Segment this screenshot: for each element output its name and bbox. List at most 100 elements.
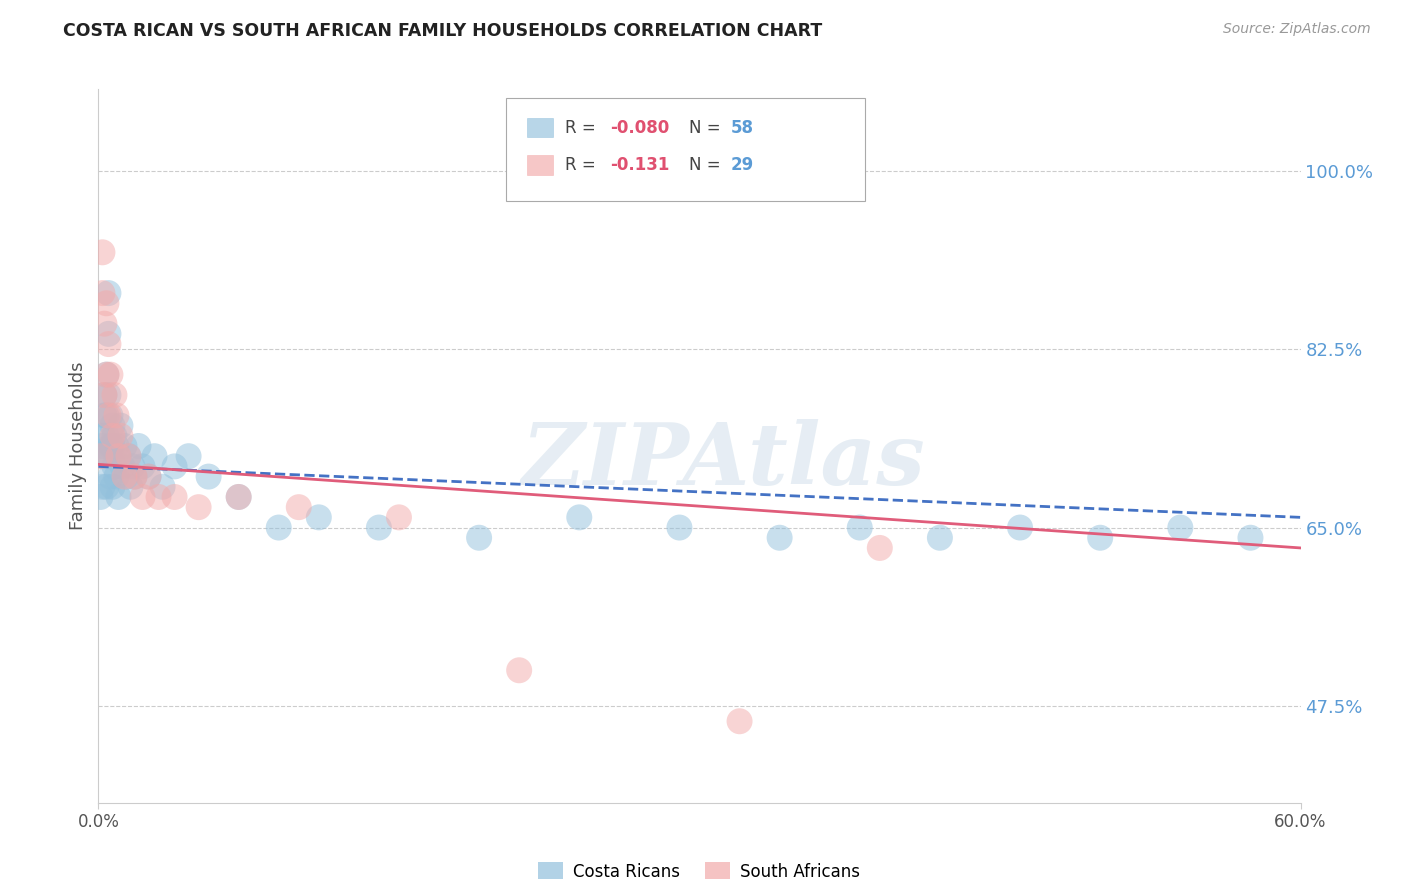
South Africans — [148, 490, 170, 504]
Text: -0.131: -0.131 — [610, 156, 669, 174]
Costa Ricans — [131, 459, 153, 474]
Text: -0.080: -0.080 — [610, 119, 669, 136]
Text: 29: 29 — [731, 156, 755, 174]
South Africans — [288, 500, 311, 515]
Costa Ricans — [124, 469, 146, 483]
South Africans — [91, 245, 114, 260]
Costa Ricans — [163, 459, 186, 474]
Costa Ricans — [96, 429, 118, 443]
South Africans — [107, 449, 129, 463]
Costa Ricans — [152, 480, 174, 494]
South Africans — [187, 500, 209, 515]
Costa Ricans — [93, 409, 115, 423]
Costa Ricans — [368, 520, 391, 534]
Costa Ricans — [849, 520, 872, 534]
Costa Ricans — [267, 520, 290, 534]
Text: COSTA RICAN VS SOUTH AFRICAN FAMILY HOUSEHOLDS CORRELATION CHART: COSTA RICAN VS SOUTH AFRICAN FAMILY HOUS… — [63, 22, 823, 40]
Costa Ricans — [143, 449, 166, 463]
South Africans — [91, 286, 114, 301]
Costa Ricans — [115, 469, 138, 483]
Costa Ricans — [468, 531, 491, 545]
Costa Ricans — [97, 286, 120, 301]
South Africans — [96, 368, 118, 382]
Costa Ricans — [107, 449, 129, 463]
Costa Ricans — [1088, 531, 1111, 545]
Text: 58: 58 — [731, 119, 754, 136]
Costa Ricans — [93, 388, 115, 402]
Legend: Costa Ricans, South Africans: Costa Ricans, South Africans — [531, 855, 868, 888]
Costa Ricans — [668, 520, 690, 534]
Costa Ricans — [101, 480, 124, 494]
Costa Ricans — [91, 439, 114, 453]
Costa Ricans — [101, 439, 124, 453]
Costa Ricans — [110, 418, 132, 433]
Costa Ricans — [197, 469, 219, 483]
South Africans — [93, 317, 115, 331]
Costa Ricans — [105, 439, 128, 453]
Costa Ricans — [103, 459, 125, 474]
Costa Ricans — [228, 490, 250, 504]
South Africans — [97, 409, 120, 423]
South Africans — [117, 449, 139, 463]
South Africans — [131, 490, 153, 504]
South Africans — [96, 296, 118, 310]
Costa Ricans — [96, 368, 118, 382]
Costa Ricans — [97, 388, 120, 402]
Costa Ricans — [568, 510, 591, 524]
Costa Ricans — [177, 449, 200, 463]
Costa Ricans — [929, 531, 952, 545]
Costa Ricans — [89, 449, 111, 463]
South Africans — [138, 469, 160, 483]
Costa Ricans — [103, 429, 125, 443]
South Africans — [728, 714, 751, 729]
South Africans — [228, 490, 250, 504]
Costa Ricans — [91, 480, 114, 494]
Costa Ricans — [97, 449, 120, 463]
South Africans — [93, 388, 115, 402]
Costa Ricans — [96, 480, 118, 494]
Costa Ricans — [138, 469, 160, 483]
Text: N =: N = — [689, 156, 725, 174]
South Africans — [114, 469, 136, 483]
Text: R =: R = — [565, 119, 602, 136]
Costa Ricans — [89, 490, 111, 504]
Text: R =: R = — [565, 156, 606, 174]
Costa Ricans — [93, 449, 115, 463]
South Africans — [388, 510, 411, 524]
Text: N =: N = — [689, 119, 725, 136]
Costa Ricans — [111, 459, 134, 474]
Costa Ricans — [117, 449, 139, 463]
South Africans — [508, 663, 530, 677]
Costa Ricans — [308, 510, 330, 524]
South Africans — [110, 429, 132, 443]
Costa Ricans — [100, 469, 122, 483]
Costa Ricans — [128, 439, 150, 453]
Text: Source: ZipAtlas.com: Source: ZipAtlas.com — [1223, 22, 1371, 37]
Costa Ricans — [1239, 531, 1261, 545]
South Africans — [105, 409, 128, 423]
Costa Ricans — [114, 439, 136, 453]
Costa Ricans — [101, 418, 124, 433]
Y-axis label: Family Households: Family Households — [69, 362, 87, 530]
South Africans — [869, 541, 891, 555]
Costa Ricans — [120, 480, 142, 494]
Costa Ricans — [100, 439, 122, 453]
Costa Ricans — [96, 409, 118, 423]
Costa Ricans — [1010, 520, 1032, 534]
Costa Ricans — [107, 490, 129, 504]
Costa Ricans — [121, 459, 143, 474]
Costa Ricans — [97, 326, 120, 341]
South Africans — [163, 490, 186, 504]
Costa Ricans — [100, 409, 122, 423]
Costa Ricans — [1170, 520, 1192, 534]
South Africans — [103, 388, 125, 402]
South Africans — [124, 469, 146, 483]
South Africans — [101, 429, 124, 443]
Text: ZIPAtlas: ZIPAtlas — [522, 418, 925, 502]
South Africans — [97, 337, 120, 351]
Costa Ricans — [769, 531, 792, 545]
South Africans — [89, 449, 111, 463]
South Africans — [100, 368, 122, 382]
Costa Ricans — [105, 469, 128, 483]
Costa Ricans — [91, 429, 114, 443]
